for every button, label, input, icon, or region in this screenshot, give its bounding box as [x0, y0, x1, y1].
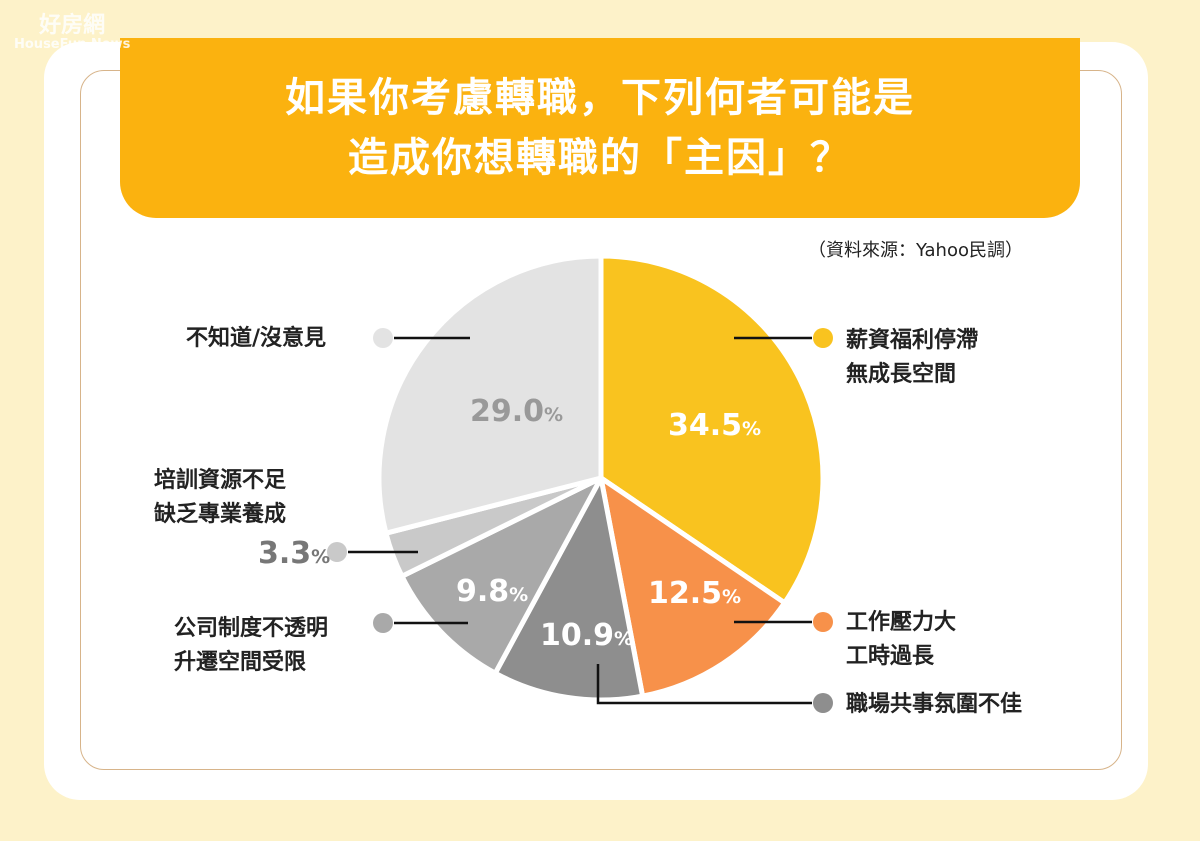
- title-line-1: 如果你考慮轉職，下列何者可能是: [285, 75, 915, 121]
- legend-dot-3: [373, 613, 393, 633]
- legend-label-3: 公司制度不透明 升遷空間受限: [174, 616, 329, 675]
- logo-cn: 好房網: [39, 13, 106, 38]
- pct-label-3: 9.8%: [456, 574, 529, 609]
- leader-line-2: [596, 664, 812, 705]
- pct-label-1: 12.5%: [648, 576, 742, 611]
- pie-slice-1: [598, 475, 788, 699]
- legend-dot-1: [813, 612, 833, 632]
- pct-label-5: 29.0%: [470, 394, 564, 429]
- legend-label-1: 工作壓力大 工時過長: [846, 610, 957, 669]
- legend-label-4: 培訓資源不足 缺乏專業養成: [154, 468, 287, 527]
- logo: 好房網 HouseFun News: [14, 14, 130, 52]
- legend-dot-4: [327, 542, 347, 562]
- pie-slice-5: [376, 253, 604, 536]
- pie-slice-2: [492, 475, 646, 703]
- title-line-2: 造成你想轉職的「主因」？: [348, 135, 852, 181]
- logo-en: HouseFun News: [14, 37, 131, 52]
- legend-dot-2: [813, 693, 833, 713]
- legend-label-0: 薪資福利停滯 無成長空間: [846, 328, 979, 387]
- source-note: （資料來源：Yahoo民調）: [808, 240, 1023, 261]
- pie-slice-0: [598, 253, 826, 606]
- legend-dot-5: [373, 328, 393, 348]
- pct-label-0: 34.5%: [668, 408, 762, 443]
- legend-label-2: 職場共事氛圍不佳: [846, 692, 1023, 717]
- pct-label-2: 10.9%: [540, 618, 634, 653]
- legend-label-5: 不知道/沒意見: [186, 326, 327, 351]
- pct-label-4: 3.3%: [258, 536, 331, 571]
- title-banner: 如果你考慮轉職，下列何者可能是 造成你想轉職的「主因」？: [120, 38, 1080, 218]
- legend-dot-0: [813, 328, 833, 348]
- pie-slice-3: [399, 475, 604, 676]
